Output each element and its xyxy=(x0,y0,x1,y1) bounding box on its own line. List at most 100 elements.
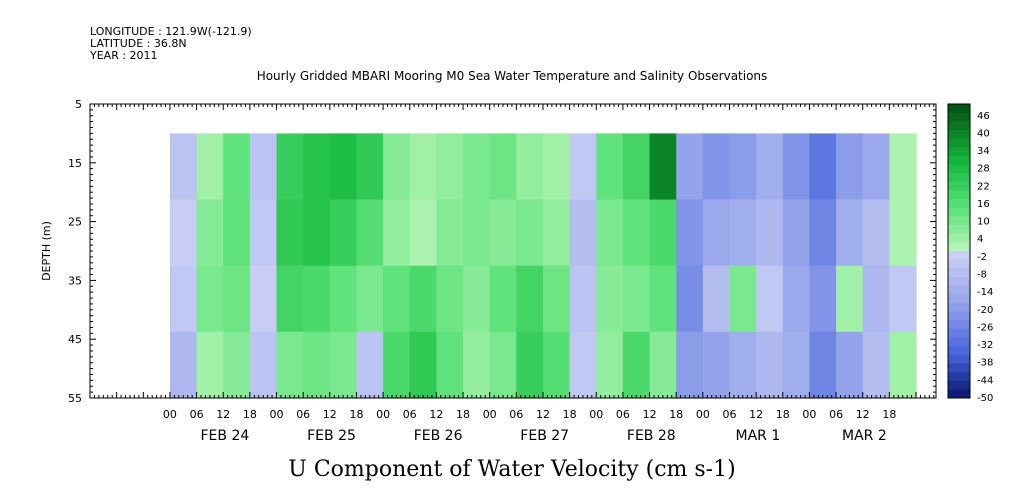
x-day-label: MAR 2 xyxy=(842,428,887,444)
x-tick-label: 12 xyxy=(749,408,763,421)
heatmap-cell xyxy=(303,331,331,399)
heatmap-cell xyxy=(702,133,731,201)
x-tick-label: 06 xyxy=(723,408,737,421)
heatmap-cell xyxy=(756,199,784,267)
y-axis-label: DEPTH (m) xyxy=(40,221,53,281)
colorbar-label: 34 xyxy=(977,146,990,157)
heatmap-cell xyxy=(542,199,571,267)
heatmap-cell xyxy=(809,331,837,399)
heatmap-cell xyxy=(463,133,491,201)
x-tick-label: 00 xyxy=(483,408,497,421)
x-tick-label: 06 xyxy=(403,408,417,421)
x-tick-label: 00 xyxy=(270,408,284,421)
heatmap-cell xyxy=(649,199,677,267)
heatmap-cell xyxy=(223,265,251,333)
colorbar-swatch xyxy=(948,268,970,278)
colorbar-swatch xyxy=(948,380,970,390)
heatmap-cell xyxy=(729,265,757,333)
heatmap-cell xyxy=(649,265,677,333)
colorbar-swatch xyxy=(948,155,970,166)
colorbar-swatch xyxy=(948,346,970,356)
colorbar-label: 10 xyxy=(977,217,990,228)
heatmap-cell xyxy=(782,199,811,267)
colorbar-swatch xyxy=(948,302,970,313)
colorbar-swatch xyxy=(948,129,970,140)
heatmap-cell xyxy=(436,133,464,201)
heatmap-cell xyxy=(756,133,784,201)
heatmap-cell xyxy=(356,265,384,333)
heatmap-cell xyxy=(409,331,437,399)
heatmap-cell xyxy=(569,265,597,333)
heatmap-cell xyxy=(249,199,278,267)
heatmap-cell xyxy=(622,199,651,267)
colorbar-swatch xyxy=(948,104,970,114)
heatmap-cell xyxy=(329,331,358,399)
heatmap-cell xyxy=(383,331,411,399)
heatmap-cell xyxy=(862,133,890,201)
heatmap-cell xyxy=(383,265,411,333)
heatmap-cell xyxy=(249,331,278,399)
x-day-label: FEB 27 xyxy=(520,428,569,444)
heatmap-cell xyxy=(196,199,224,267)
colorbar-label: -32 xyxy=(977,340,993,351)
y-tick-label: 45 xyxy=(68,333,82,346)
heatmap-cell xyxy=(249,265,278,333)
heatmap-cell xyxy=(169,265,198,333)
colorbar-label: -20 xyxy=(977,305,993,316)
plot-area xyxy=(89,103,937,399)
heatmap-cell xyxy=(729,199,757,267)
heatmap-cell xyxy=(836,199,864,267)
heatmap-cell xyxy=(383,133,411,201)
heatmap-cell xyxy=(569,331,597,399)
colorbar-swatch xyxy=(948,294,970,304)
axis-ticks xyxy=(89,103,936,399)
colorbar-swatch xyxy=(948,328,970,338)
colorbar-frame xyxy=(947,103,971,399)
heatmap-cell xyxy=(516,331,544,399)
heatmap-cell xyxy=(276,133,304,201)
heatmap-cell xyxy=(862,265,890,333)
heatmap-cell xyxy=(596,199,624,267)
heatmap-cell xyxy=(702,199,731,267)
heatmap-cell xyxy=(676,133,704,201)
heatmap-cell xyxy=(329,265,358,333)
heatmap-cell xyxy=(329,199,358,267)
heatmap-cell xyxy=(223,331,251,399)
heatmap-cell xyxy=(489,331,517,399)
heatmap-cell xyxy=(516,265,544,333)
heatmap-cell xyxy=(409,265,437,333)
colorbar-swatch xyxy=(948,337,970,347)
heatmap-cell xyxy=(356,133,384,201)
colorbar-swatch xyxy=(948,311,970,321)
heatmap-cell xyxy=(463,265,491,333)
colorbar-swatch xyxy=(948,233,970,243)
heatmap-cell xyxy=(489,265,517,333)
heatmap-cell xyxy=(756,265,784,333)
heatmap-cell xyxy=(436,331,464,399)
colorbar-swatch xyxy=(948,190,970,200)
x-tick-label: 12 xyxy=(429,408,443,421)
heatmap-cell xyxy=(542,133,571,201)
heatmap-cell xyxy=(303,199,331,267)
colorbar-label: -26 xyxy=(977,322,993,333)
heatmap-cell xyxy=(676,331,704,399)
heatmap-cell xyxy=(303,265,331,333)
colorbar-label: -44 xyxy=(977,375,993,386)
heatmap-cell xyxy=(676,265,704,333)
heatmap-cell xyxy=(542,331,571,399)
heatmap-cell xyxy=(702,331,731,399)
heatmap-cell xyxy=(596,133,624,201)
y-tick-label: 5 xyxy=(75,98,82,111)
heatmap-cell xyxy=(862,331,890,399)
heatmap-cell xyxy=(889,133,917,201)
heatmap-cell xyxy=(196,133,224,201)
colorbar-swatch xyxy=(948,199,970,209)
x-tick-label: 06 xyxy=(509,408,523,421)
longitude-label: LONGITUDE : 121.9W(-121.9) xyxy=(90,25,252,38)
x-tick-label: 00 xyxy=(589,408,603,421)
heatmap-cell xyxy=(782,265,811,333)
heatmap-cell xyxy=(756,331,784,399)
heatmap-cell xyxy=(809,265,837,333)
colorbar-label: 4 xyxy=(977,234,983,245)
colorbar-label: -2 xyxy=(977,252,987,263)
